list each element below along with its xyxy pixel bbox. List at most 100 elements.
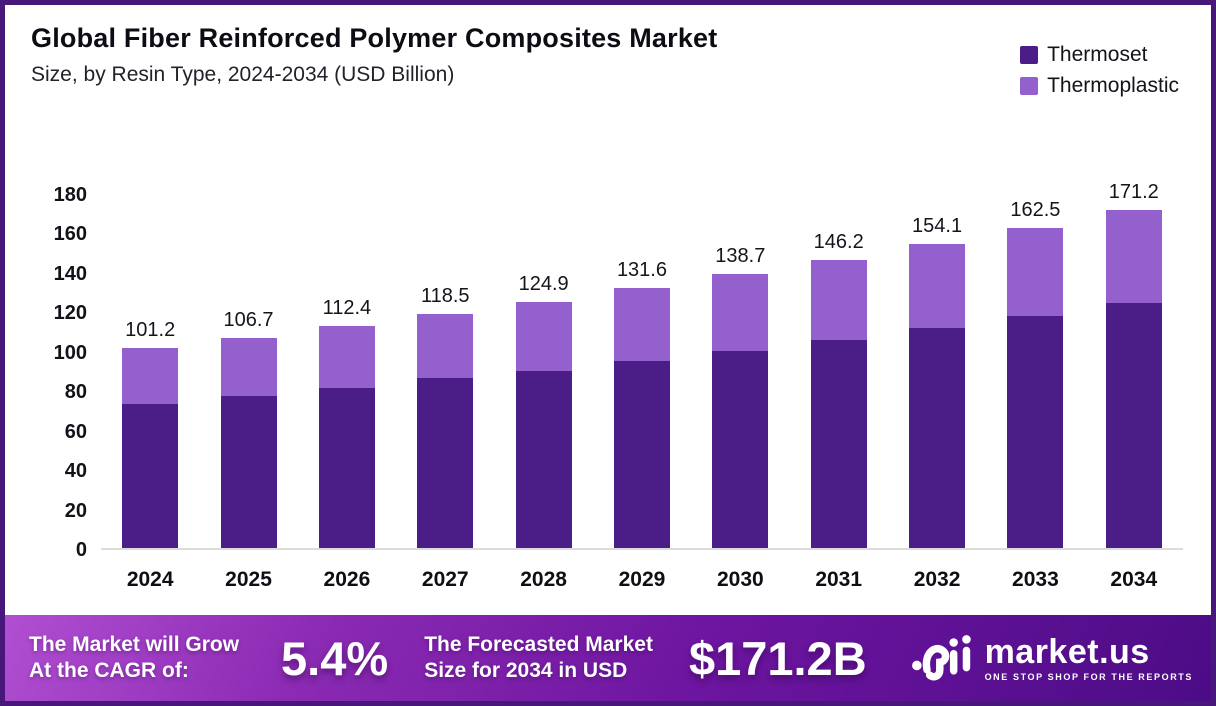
x-axis-label: 2028 xyxy=(520,568,567,591)
y-axis-tick-label: 100 xyxy=(53,341,87,364)
plot-area: 101.2 2024 106.7 2025 112.4 2026 118.5 2027 124.… xyxy=(101,182,1183,591)
bar-group-2027: 118.5 2027 xyxy=(396,195,494,591)
x-axis-label: 2030 xyxy=(716,568,764,591)
y-axis-tick-label: 180 xyxy=(53,184,87,206)
bar-segment-thermoplastic xyxy=(909,244,966,329)
bar-group-2034: 171.2 2034 xyxy=(1085,182,1183,591)
x-axis-label: 2025 xyxy=(225,568,272,591)
marketus-brand: market.us ONE STOP SHOP FOR THE REPORTS xyxy=(911,631,1193,685)
y-axis-tick-label: 60 xyxy=(64,420,87,443)
stacked-bar xyxy=(1105,210,1162,548)
bar-segment-thermoplastic xyxy=(1007,227,1064,317)
bar-segment-thermoplastic xyxy=(122,348,179,405)
bar-segment-thermoset xyxy=(613,360,670,548)
bar-group-2032: 154.1 2032 xyxy=(888,195,986,591)
x-axis-label: 2033 xyxy=(1012,568,1059,591)
y-axis-tick-label: 80 xyxy=(64,381,87,404)
bar-total-label: 118.5 xyxy=(420,285,470,308)
cagr-value: 5.4% xyxy=(281,631,389,685)
bar-total-label: 162.5 xyxy=(1010,198,1061,221)
brand-name: market.us xyxy=(984,632,1150,671)
header: Global Fiber Reinforced Polymer Composit… xyxy=(31,23,1185,87)
bar-segment-thermoplastic xyxy=(810,259,867,340)
thermoplastic-swatch-icon xyxy=(1020,77,1039,95)
legend-label: Thermoplastic xyxy=(1047,74,1179,97)
bar-segment-thermoset xyxy=(909,328,966,548)
bar-segment-thermoplastic xyxy=(712,274,769,351)
x-axis-label: 2029 xyxy=(618,568,666,591)
bar-group-2028: 124.9 2028 xyxy=(494,195,592,591)
forecast-value: $171.2B xyxy=(688,631,867,685)
bar-total-label: 146.2 xyxy=(813,230,864,253)
bar-group-2031: 146.2 2031 xyxy=(790,195,888,591)
x-axis-label: 2032 xyxy=(913,568,961,591)
forecast-label-line2: Size for 2034 in USD xyxy=(424,659,628,682)
cagr-label-line1: The Market will Grow xyxy=(29,632,240,656)
x-axis-label: 2024 xyxy=(126,568,174,591)
stacked-bar xyxy=(712,274,769,548)
thermoset-swatch-icon xyxy=(1020,46,1039,64)
bar-segment-thermoset xyxy=(1105,303,1162,548)
x-axis-label: 2027 xyxy=(421,568,469,591)
legend-item-thermoplastic: Thermoplastic xyxy=(1020,74,1179,98)
bar-group-2030: 138.7 2030 xyxy=(691,195,789,591)
bar-total-label: 171.2 xyxy=(1108,181,1159,204)
forecast-label: The Forecasted Market Size for 2034 in U… xyxy=(424,632,653,685)
chart-legend: Thermoset Thermoplastic xyxy=(1020,43,1179,105)
marketus-logo-icon xyxy=(911,635,971,681)
stacked-bar xyxy=(417,314,474,548)
y-axis: 0 20 40 60 80 100 120 140 160 180 xyxy=(35,185,87,560)
page-title: Global Fiber Reinforced Polymer Composit… xyxy=(31,23,718,53)
stacked-bar xyxy=(318,326,375,548)
bar-total-label: 124.9 xyxy=(518,272,569,295)
bar-segment-thermoset xyxy=(712,350,769,548)
bar-group-2025: 106.7 2025 xyxy=(199,195,297,591)
brand-text: market.us ONE STOP SHOP FOR THE REPORTS xyxy=(985,635,1193,682)
bar-segment-thermoplastic xyxy=(220,337,277,397)
bar-total-label: 112.4 xyxy=(322,297,372,320)
y-axis-tick-label: 140 xyxy=(53,262,87,285)
bar-group-2033: 162.5 2033 xyxy=(986,195,1084,591)
brand-tagline: ONE STOP SHOP FOR THE REPORTS xyxy=(984,671,1193,682)
bar-segment-thermoplastic xyxy=(417,314,474,379)
bar-segment-thermoplastic xyxy=(613,288,670,361)
cagr-label-line2: At the CAGR of: xyxy=(29,659,189,682)
bottom-banner: The Market will Grow At the CAGR of: 5.4… xyxy=(5,615,1211,701)
stacked-bar xyxy=(1007,227,1064,548)
stacked-bar xyxy=(909,244,966,548)
bar-segment-thermoplastic xyxy=(318,326,375,389)
y-axis-tick-label: 160 xyxy=(53,223,87,246)
bar-total-label: 138.7 xyxy=(715,245,766,268)
x-axis-label: 2026 xyxy=(323,568,371,591)
bar-segment-thermoset xyxy=(1007,316,1064,548)
legend-label: Thermoset xyxy=(1047,43,1148,66)
stacked-bar xyxy=(613,288,670,548)
bar-segment-thermoplastic xyxy=(515,301,572,371)
y-axis-tick-label: 120 xyxy=(53,302,87,325)
bar-total-label: 131.6 xyxy=(616,259,667,282)
bar-segment-thermoset xyxy=(417,378,474,548)
y-axis-tick-label: 0 xyxy=(75,539,87,561)
bar-segment-thermoset xyxy=(220,396,277,548)
y-axis-tick-label: 40 xyxy=(64,460,87,483)
bar-group-2029: 131.6 2029 xyxy=(593,195,691,591)
bar-group-2024: 101.2 2024 xyxy=(101,195,199,591)
page-subtitle: Size, by Resin Type, 2024-2034 (USD Bill… xyxy=(31,63,455,86)
stacked-bar-chart: 0 20 40 60 80 100 120 140 160 180 101.2 2024 106.7 2… xyxy=(35,182,1187,591)
stacked-bar xyxy=(220,337,277,548)
bar-segment-thermoset xyxy=(122,404,179,548)
y-axis-tick-label: 20 xyxy=(64,499,87,522)
bar-segment-thermoplastic xyxy=(1105,210,1162,304)
bar-total-label: 106.7 xyxy=(223,308,274,331)
bar-segment-thermoset xyxy=(318,388,375,548)
cagr-label: The Market will Grow At the CAGR of: xyxy=(29,632,239,685)
x-axis-label: 2031 xyxy=(815,568,863,591)
stacked-bar xyxy=(122,348,179,548)
forecast-label-line1: The Forecasted Market xyxy=(424,632,653,656)
legend-item-thermoset: Thermoset xyxy=(1020,43,1179,67)
bar-segment-thermoset xyxy=(810,339,867,548)
bar-group-2026: 112.4 2026 xyxy=(298,195,396,591)
bar-total-label: 101.2 xyxy=(125,319,176,342)
stacked-bar xyxy=(810,259,867,548)
